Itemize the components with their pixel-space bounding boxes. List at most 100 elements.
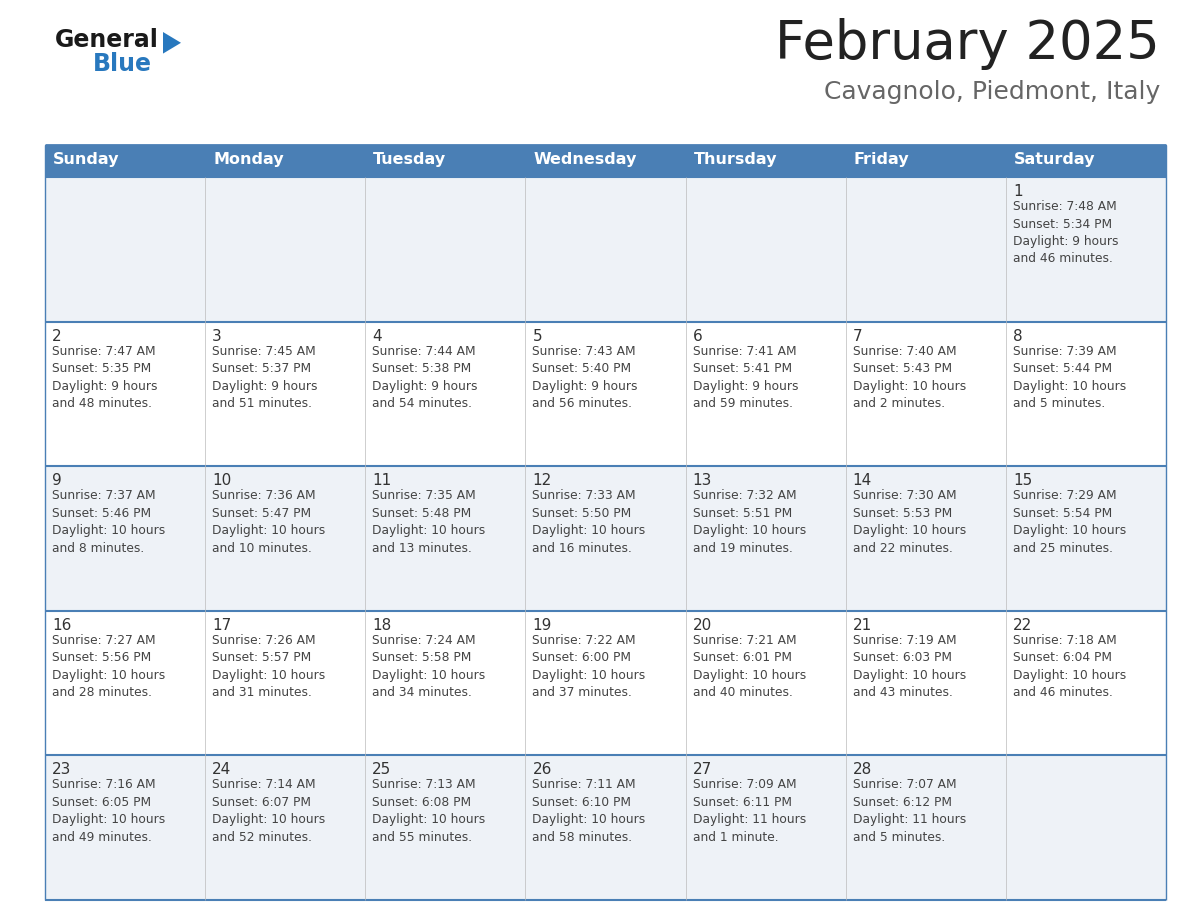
Text: Sunrise: 7:45 AM
Sunset: 5:37 PM
Daylight: 9 hours
and 51 minutes.: Sunrise: 7:45 AM Sunset: 5:37 PM Dayligh…: [213, 344, 317, 410]
Bar: [685, 756, 846, 900]
Bar: [45, 177, 206, 321]
Bar: [45, 466, 206, 610]
Text: 27: 27: [693, 763, 712, 778]
Text: 18: 18: [372, 618, 392, 633]
Text: Sunday: Sunday: [53, 152, 120, 167]
Bar: [1006, 466, 1167, 610]
Bar: [685, 610, 846, 756]
Text: Sunrise: 7:21 AM
Sunset: 6:01 PM
Daylight: 10 hours
and 40 minutes.: Sunrise: 7:21 AM Sunset: 6:01 PM Dayligh…: [693, 633, 805, 700]
Bar: [206, 610, 366, 756]
Text: 6: 6: [693, 329, 702, 343]
Bar: [206, 321, 366, 466]
Text: 13: 13: [693, 473, 712, 488]
Bar: [45, 756, 206, 900]
Bar: [525, 177, 687, 321]
Text: Sunrise: 7:27 AM
Sunset: 5:56 PM
Daylight: 10 hours
and 28 minutes.: Sunrise: 7:27 AM Sunset: 5:56 PM Dayligh…: [52, 633, 165, 700]
Text: 20: 20: [693, 618, 712, 633]
Bar: [45, 610, 206, 756]
Text: Sunrise: 7:40 AM
Sunset: 5:43 PM
Daylight: 10 hours
and 2 minutes.: Sunrise: 7:40 AM Sunset: 5:43 PM Dayligh…: [853, 344, 966, 410]
Text: Sunrise: 7:18 AM
Sunset: 6:04 PM
Daylight: 10 hours
and 46 minutes.: Sunrise: 7:18 AM Sunset: 6:04 PM Dayligh…: [1013, 633, 1126, 700]
Bar: [846, 145, 1006, 177]
Text: Sunrise: 7:41 AM
Sunset: 5:41 PM
Daylight: 9 hours
and 59 minutes.: Sunrise: 7:41 AM Sunset: 5:41 PM Dayligh…: [693, 344, 798, 410]
Bar: [525, 610, 687, 756]
Text: 24: 24: [213, 763, 232, 778]
Text: Sunrise: 7:19 AM
Sunset: 6:03 PM
Daylight: 10 hours
and 43 minutes.: Sunrise: 7:19 AM Sunset: 6:03 PM Dayligh…: [853, 633, 966, 700]
Bar: [685, 145, 846, 177]
Bar: [206, 466, 366, 610]
Text: Friday: Friday: [854, 152, 909, 167]
Bar: [1006, 321, 1167, 466]
Text: 23: 23: [52, 763, 71, 778]
Text: 21: 21: [853, 618, 872, 633]
Bar: [525, 466, 687, 610]
Text: February 2025: February 2025: [776, 18, 1159, 70]
Text: Sunrise: 7:29 AM
Sunset: 5:54 PM
Daylight: 10 hours
and 25 minutes.: Sunrise: 7:29 AM Sunset: 5:54 PM Dayligh…: [1013, 489, 1126, 554]
Bar: [846, 177, 1006, 321]
Text: 8: 8: [1013, 329, 1023, 343]
Text: Sunrise: 7:30 AM
Sunset: 5:53 PM
Daylight: 10 hours
and 22 minutes.: Sunrise: 7:30 AM Sunset: 5:53 PM Dayligh…: [853, 489, 966, 554]
Bar: [365, 756, 526, 900]
Text: 16: 16: [52, 618, 71, 633]
Text: Monday: Monday: [213, 152, 284, 167]
Text: 19: 19: [532, 618, 551, 633]
Text: Sunrise: 7:09 AM
Sunset: 6:11 PM
Daylight: 11 hours
and 1 minute.: Sunrise: 7:09 AM Sunset: 6:11 PM Dayligh…: [693, 778, 805, 844]
Text: Sunrise: 7:44 AM
Sunset: 5:38 PM
Daylight: 9 hours
and 54 minutes.: Sunrise: 7:44 AM Sunset: 5:38 PM Dayligh…: [372, 344, 478, 410]
Text: Sunrise: 7:48 AM
Sunset: 5:34 PM
Daylight: 9 hours
and 46 minutes.: Sunrise: 7:48 AM Sunset: 5:34 PM Dayligh…: [1013, 200, 1118, 265]
Bar: [525, 145, 687, 177]
Text: 4: 4: [372, 329, 381, 343]
Bar: [846, 466, 1006, 610]
Text: Blue: Blue: [93, 52, 152, 76]
Text: 2: 2: [52, 329, 62, 343]
Text: 9: 9: [52, 473, 62, 488]
Bar: [685, 466, 846, 610]
Text: 5: 5: [532, 329, 542, 343]
Bar: [365, 610, 526, 756]
Bar: [206, 756, 366, 900]
Text: 11: 11: [372, 473, 392, 488]
Bar: [1006, 610, 1167, 756]
Text: 17: 17: [213, 618, 232, 633]
Bar: [365, 145, 526, 177]
Text: 15: 15: [1013, 473, 1032, 488]
Text: Sunrise: 7:39 AM
Sunset: 5:44 PM
Daylight: 10 hours
and 5 minutes.: Sunrise: 7:39 AM Sunset: 5:44 PM Dayligh…: [1013, 344, 1126, 410]
Text: 7: 7: [853, 329, 862, 343]
Text: 3: 3: [213, 329, 222, 343]
Text: 28: 28: [853, 763, 872, 778]
Text: 22: 22: [1013, 618, 1032, 633]
Text: Sunrise: 7:32 AM
Sunset: 5:51 PM
Daylight: 10 hours
and 19 minutes.: Sunrise: 7:32 AM Sunset: 5:51 PM Dayligh…: [693, 489, 805, 554]
Text: Sunrise: 7:43 AM
Sunset: 5:40 PM
Daylight: 9 hours
and 56 minutes.: Sunrise: 7:43 AM Sunset: 5:40 PM Dayligh…: [532, 344, 638, 410]
Bar: [685, 321, 846, 466]
Text: 14: 14: [853, 473, 872, 488]
Bar: [1006, 756, 1167, 900]
Text: 26: 26: [532, 763, 551, 778]
Text: Sunrise: 7:26 AM
Sunset: 5:57 PM
Daylight: 10 hours
and 31 minutes.: Sunrise: 7:26 AM Sunset: 5:57 PM Dayligh…: [213, 633, 326, 700]
Bar: [846, 756, 1006, 900]
Text: Sunrise: 7:07 AM
Sunset: 6:12 PM
Daylight: 11 hours
and 5 minutes.: Sunrise: 7:07 AM Sunset: 6:12 PM Dayligh…: [853, 778, 966, 844]
Text: Wednesday: Wednesday: [533, 152, 637, 167]
Text: Sunrise: 7:33 AM
Sunset: 5:50 PM
Daylight: 10 hours
and 16 minutes.: Sunrise: 7:33 AM Sunset: 5:50 PM Dayligh…: [532, 489, 646, 554]
Bar: [1006, 145, 1167, 177]
Text: 1: 1: [1013, 184, 1023, 199]
Text: Sunrise: 7:47 AM
Sunset: 5:35 PM
Daylight: 9 hours
and 48 minutes.: Sunrise: 7:47 AM Sunset: 5:35 PM Dayligh…: [52, 344, 158, 410]
Bar: [365, 321, 526, 466]
Bar: [45, 321, 206, 466]
Text: General: General: [55, 28, 159, 52]
Text: Sunrise: 7:11 AM
Sunset: 6:10 PM
Daylight: 10 hours
and 58 minutes.: Sunrise: 7:11 AM Sunset: 6:10 PM Dayligh…: [532, 778, 646, 844]
Bar: [846, 321, 1006, 466]
Polygon shape: [163, 32, 181, 53]
Bar: [206, 177, 366, 321]
Bar: [846, 610, 1006, 756]
Bar: [45, 145, 206, 177]
Text: Sunrise: 7:36 AM
Sunset: 5:47 PM
Daylight: 10 hours
and 10 minutes.: Sunrise: 7:36 AM Sunset: 5:47 PM Dayligh…: [213, 489, 326, 554]
Bar: [206, 145, 366, 177]
Text: Saturday: Saturday: [1013, 152, 1095, 167]
Text: Sunrise: 7:16 AM
Sunset: 6:05 PM
Daylight: 10 hours
and 49 minutes.: Sunrise: 7:16 AM Sunset: 6:05 PM Dayligh…: [52, 778, 165, 844]
Text: 10: 10: [213, 473, 232, 488]
Bar: [525, 756, 687, 900]
Text: Sunrise: 7:37 AM
Sunset: 5:46 PM
Daylight: 10 hours
and 8 minutes.: Sunrise: 7:37 AM Sunset: 5:46 PM Dayligh…: [52, 489, 165, 554]
Text: Sunrise: 7:35 AM
Sunset: 5:48 PM
Daylight: 10 hours
and 13 minutes.: Sunrise: 7:35 AM Sunset: 5:48 PM Dayligh…: [372, 489, 486, 554]
Bar: [365, 466, 526, 610]
Text: Sunrise: 7:14 AM
Sunset: 6:07 PM
Daylight: 10 hours
and 52 minutes.: Sunrise: 7:14 AM Sunset: 6:07 PM Dayligh…: [213, 778, 326, 844]
Text: Sunrise: 7:24 AM
Sunset: 5:58 PM
Daylight: 10 hours
and 34 minutes.: Sunrise: 7:24 AM Sunset: 5:58 PM Dayligh…: [372, 633, 486, 700]
Bar: [525, 321, 687, 466]
